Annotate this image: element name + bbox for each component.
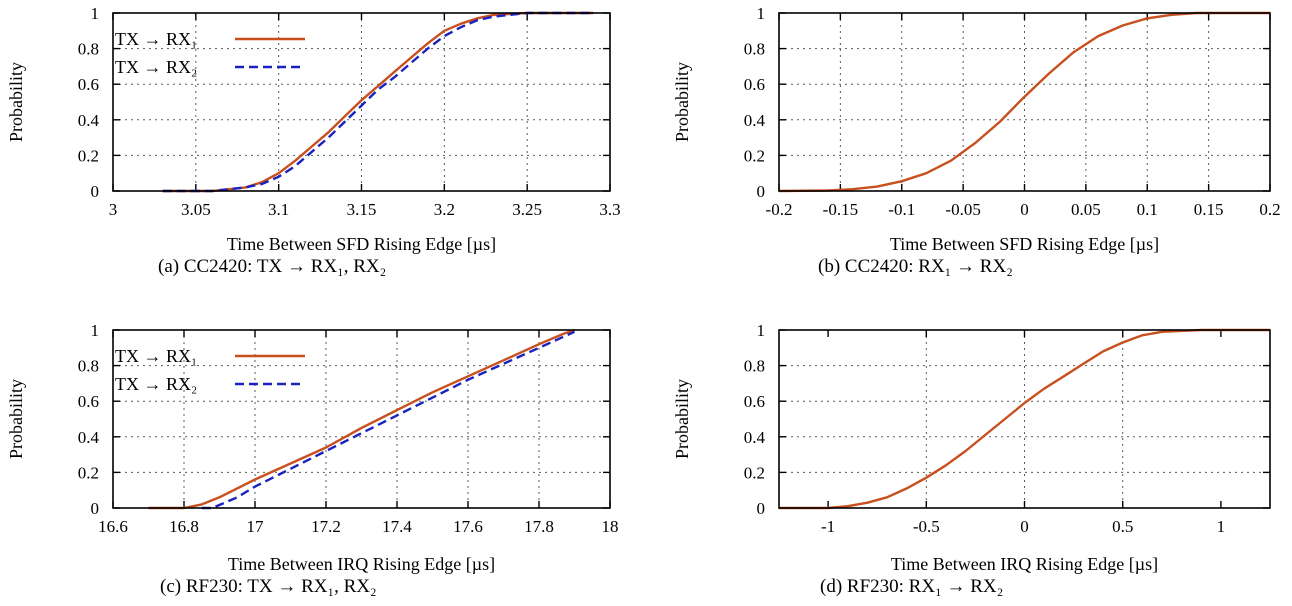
y-axis-label: Probability [672, 62, 692, 142]
plot-frame [778, 12, 1271, 192]
x-tick-label: 3.1 [268, 200, 289, 219]
legend-label: TX → RX₂ [115, 374, 197, 394]
x-axis-label: Time Between IRQ Rising Edge [µs] [228, 554, 495, 574]
x-tick-label: 17.2 [311, 517, 341, 536]
y-tick-label: 0.8 [78, 357, 99, 376]
x-tick-label: 3.25 [512, 200, 542, 219]
series-line-2 [201, 330, 575, 510]
y-tick-label: 0.4 [744, 428, 766, 447]
legend-label: TX → RX₂ [115, 57, 197, 77]
x-tick-label: 16.6 [98, 517, 128, 536]
panel-caption: (b) CC2420: RX₁ → RX₂ [818, 256, 1013, 277]
y-tick-label: 0.6 [744, 392, 765, 411]
y-tick-label: 0.2 [744, 146, 765, 165]
y-axis-label: Probability [672, 379, 692, 459]
x-tick-label: -0.2 [766, 200, 793, 219]
y-tick-label: 0 [757, 182, 766, 201]
y-tick-label: 0.8 [78, 40, 99, 59]
x-tick-label: 18 [602, 517, 619, 536]
x-tick-label: 17.4 [382, 517, 412, 536]
y-tick-label: 0.4 [78, 428, 100, 447]
y-tick-label: 0.2 [744, 463, 765, 482]
y-tick-label: 0.6 [78, 392, 99, 411]
y-tick-label: 0 [757, 499, 766, 518]
y-tick-label: 0.2 [78, 463, 99, 482]
x-tick-label: 17.8 [524, 517, 554, 536]
x-axis-label: Time Between IRQ Rising Edge [µs] [891, 554, 1158, 574]
series-line-1 [162, 11, 594, 193]
panel-c: 16.6 16.8 17 17.2 17.4 17.6 17.8 18 0 0.2 0.4 0.6 0.… [6, 321, 619, 597]
x-tick-label: 0.5 [1112, 517, 1133, 536]
panel-a: 3 3.05 3.1 3.15 3.2 3.25 3.3 0 0.2 0.4 0.6 0.8 1 TX →… [6, 4, 621, 277]
x-tick-label: 3.15 [347, 200, 377, 219]
x-axis-label: Time Between SFD Rising Edge [µs] [227, 234, 496, 254]
legend-label: TX → RX₁ [115, 346, 197, 366]
plot-frame [112, 12, 611, 192]
y-axis-label: Probability [6, 379, 26, 459]
panel-d: -1 -0.5 0 0.5 1 0 0.2 0.4 0.6 0.8 1 Time Between IR… [672, 321, 1271, 597]
plot-frame [778, 329, 1271, 509]
y-tick-label: 0.4 [78, 111, 100, 130]
series-line-1 [148, 328, 575, 510]
x-tick-label: 0.15 [1194, 200, 1224, 219]
panel-caption: (c) RF230: TX → RX₁, RX₂ [160, 576, 377, 597]
x-tick-label: -0.1 [888, 200, 915, 219]
y-tick-label: 1 [91, 321, 100, 340]
y-tick-label: 0 [91, 182, 100, 201]
x-tick-label: -0.5 [913, 517, 940, 536]
y-tick-label: 0 [91, 499, 100, 518]
panel-caption: (a) CC2420: TX → RX₁, RX₂ [158, 256, 386, 277]
y-tick-label: 0.6 [744, 75, 765, 94]
x-tick-label: 0 [1020, 517, 1029, 536]
y-tick-label: 0.8 [744, 40, 765, 59]
series-line-2 [162, 11, 594, 193]
y-tick-label: 1 [757, 321, 766, 340]
x-tick-label: 0.1 [1137, 200, 1158, 219]
x-tick-label: 0 [1020, 200, 1029, 219]
plot-frame [112, 329, 611, 509]
x-tick-label: 0.2 [1259, 200, 1280, 219]
series-line-1 [778, 11, 1270, 193]
y-tick-label: 1 [91, 4, 100, 23]
x-axis-label: Time Between SFD Rising Edge [µs] [890, 234, 1159, 254]
series-line-1 [779, 328, 1270, 510]
x-tick-label: 3.05 [181, 200, 211, 219]
x-tick-label: 16.8 [169, 517, 199, 536]
x-tick-label: 0.05 [1071, 200, 1101, 219]
x-tick-label: 3.2 [434, 200, 455, 219]
panel-b: -0.2 -0.15 -0.1 -0.05 0 0.05 0.1 0.15 0.2 0 0.2 0.4… [672, 4, 1281, 277]
y-tick-label: 0.2 [78, 146, 99, 165]
x-tick-label: 3.3 [599, 200, 620, 219]
x-tick-label: -1 [821, 517, 835, 536]
x-tick-label: 3 [109, 200, 118, 219]
x-tick-label: 17 [247, 517, 265, 536]
y-tick-label: 1 [757, 4, 766, 23]
x-tick-label: 1 [1217, 517, 1226, 536]
y-axis-label: Probability [6, 62, 26, 142]
panel-caption: (d) RF230: RX₁ → RX₂ [820, 576, 1003, 597]
x-tick-label: 17.6 [453, 517, 483, 536]
x-tick-label: -0.15 [823, 200, 858, 219]
y-tick-label: 0.8 [744, 357, 765, 376]
legend-label: TX → RX₁ [115, 29, 197, 49]
y-tick-label: 0.6 [78, 75, 99, 94]
y-tick-label: 0.4 [744, 111, 766, 130]
x-tick-label: -0.05 [945, 200, 980, 219]
